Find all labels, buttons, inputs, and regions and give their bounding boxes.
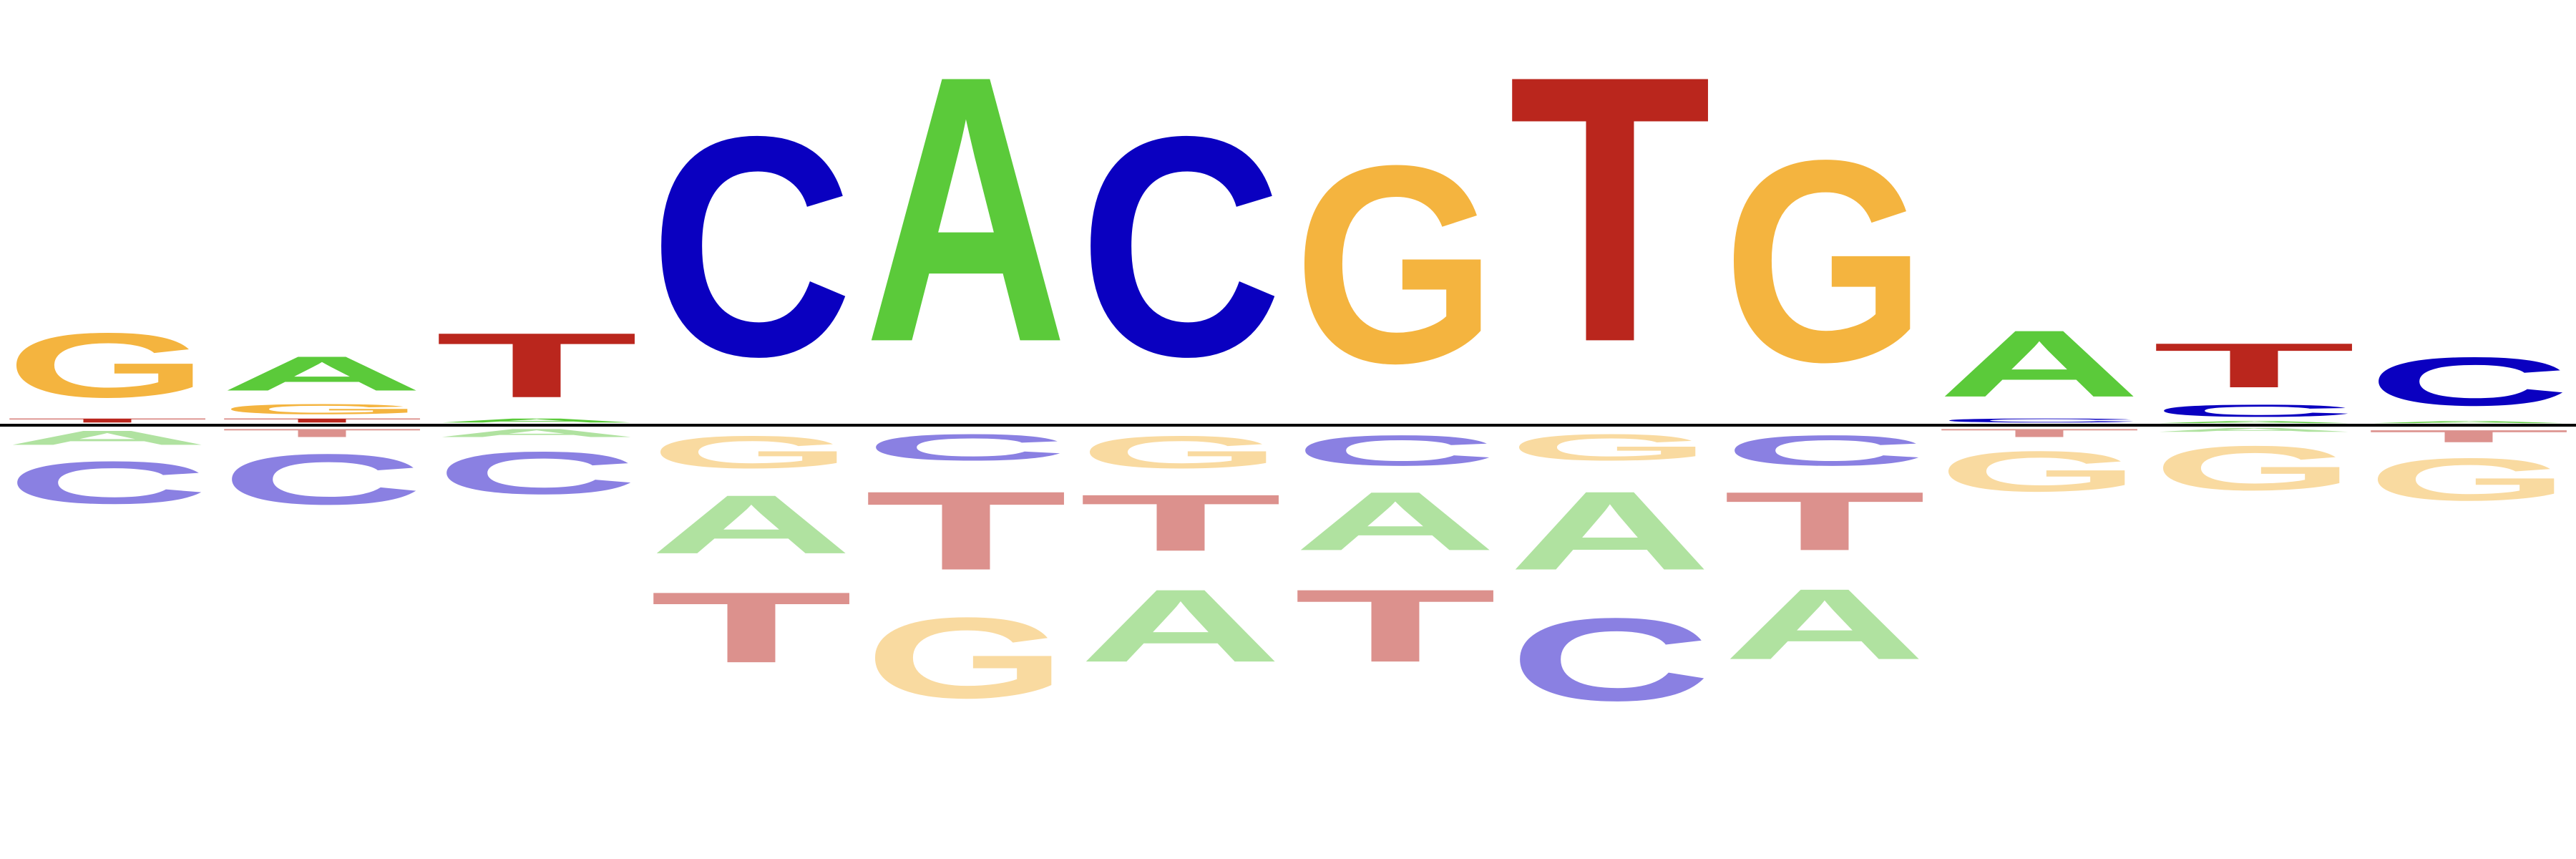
pos-5-depleted-t-letter: T: [864, 468, 1068, 593]
pos-9-enriched-g-letter: G: [1723, 101, 1926, 422]
pos-11-depleted-g-letter: G: [2152, 433, 2356, 504]
pos-6-enriched-c-letter: C: [1079, 72, 1282, 422]
pos-1-enriched-g-letter: G: [6, 314, 209, 417]
pos-7-depleted-a-letter: A: [1294, 475, 1497, 568]
pos-11-enriched-a-letter: A: [2152, 420, 2356, 423]
pos-8-depleted-g-letter: G: [1508, 427, 1712, 468]
pos-7-depleted-t-letter: T: [1294, 568, 1497, 684]
pos-6-depleted-g-letter: G: [1079, 427, 1282, 478]
pos-5-depleted-c-letter: C: [864, 427, 1068, 468]
pos-5-depleted-g-letter: G: [864, 593, 1068, 722]
pos-2-depleted-t-letter: T: [220, 427, 424, 440]
pos-10-enriched-c-letter: C: [1938, 417, 2141, 424]
pos-1-depleted-a-letter: A: [6, 427, 209, 449]
pos-3-enriched-a-letter: A: [435, 417, 638, 424]
pos-9-depleted-a-letter: A: [1723, 568, 1926, 680]
logo-letters: TGACTGATCATACCGATACTGCGTAGCATTGACGCTACAT…: [6, 0, 2570, 725]
pos-8-depleted-c-letter: C: [1508, 593, 1712, 725]
pos-10-enriched-a-letter: A: [1938, 311, 2141, 417]
pos-2-depleted-c-letter: C: [220, 439, 424, 519]
pos-7-enriched-g-letter: G: [1294, 107, 1497, 422]
pos-12-enriched-c-letter: C: [2367, 343, 2570, 420]
pos-3-enriched-t-letter: T: [435, 314, 638, 417]
pos-12-depleted-t-letter: T: [2367, 427, 2570, 446]
pos-5-enriched-a-letter: A: [864, 0, 1068, 421]
pos-4-depleted-t-letter: T: [650, 571, 853, 684]
pos-10-depleted-t-letter: T: [1938, 427, 2141, 440]
pos-6-depleted-a-letter: A: [1079, 568, 1282, 684]
pos-11-enriched-t-letter: T: [2152, 330, 2356, 401]
pos-2-enriched-g-letter: G: [220, 401, 424, 417]
pos-3-depleted-c-letter: C: [435, 440, 638, 507]
pos-8-enriched-t-letter: T: [1508, 0, 1712, 421]
pos-8-depleted-a-letter: A: [1508, 468, 1712, 593]
pos-9-depleted-c-letter: C: [1723, 427, 1926, 475]
pos-2-enriched-a-letter: A: [220, 346, 424, 401]
pos-11-depleted-a-letter: A: [2152, 427, 2356, 433]
pos-1-depleted-c-letter: C: [6, 449, 209, 516]
pos-6-depleted-t-letter: T: [1079, 477, 1282, 568]
pos-1-enriched-t-letter: T: [6, 417, 209, 424]
pos-12-enriched-a-letter: A: [2367, 420, 2570, 423]
pos-2-enriched-t-letter: T: [220, 417, 424, 424]
pos-11-enriched-c-letter: C: [2152, 401, 2356, 420]
pos-4-depleted-g-letter: G: [650, 427, 853, 478]
pos-9-depleted-t-letter: T: [1723, 475, 1926, 568]
pos-4-depleted-a-letter: A: [650, 478, 853, 571]
pos-4-enriched-c-letter: C: [650, 72, 853, 422]
pos-7-depleted-c-letter: C: [1294, 427, 1497, 475]
pos-12-depleted-g-letter: G: [2367, 446, 2570, 513]
pos-3-depleted-a-letter: A: [435, 427, 638, 440]
pos-10-depleted-g-letter: G: [1938, 440, 2141, 504]
